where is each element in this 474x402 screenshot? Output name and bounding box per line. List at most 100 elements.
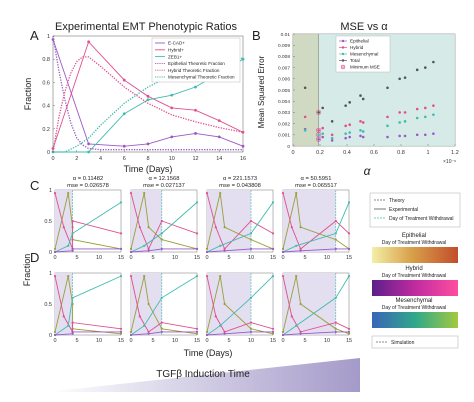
- panel-a-y-tick-label: 0.8: [42, 57, 50, 63]
- small-panel-point: [281, 333, 285, 337]
- small-panel-x-tick-label: 5: [303, 255, 306, 261]
- small-panel-point: [347, 275, 351, 278]
- small-panel-x-tick-label: 0: [281, 255, 284, 261]
- panel-b-point: [321, 132, 325, 135]
- colorbar-epithelial-subtitle: Day of Treatment Withdrawal: [382, 240, 446, 246]
- panel-a-point: [122, 112, 126, 116]
- panel-b-legend-entry: Mesenchymal: [350, 52, 378, 57]
- panel-b-point: [361, 130, 365, 133]
- small-panel-point: [71, 249, 74, 252]
- colorbar-epithelial-title: Epithelial: [402, 233, 426, 239]
- panel-a-legend-box: [151, 37, 241, 83]
- panel-b-point: [386, 124, 389, 128]
- panel-c-alpha-title: α = 12.1568: [149, 176, 180, 182]
- legend-experimental: Experimental: [389, 207, 418, 213]
- small-panel-point: [223, 332, 226, 335]
- small-panel-treatment-shade: [55, 190, 73, 252]
- small-panel-x-tick-label: 0: [205, 255, 208, 261]
- small-panel-x-tick-label: 5: [75, 255, 78, 261]
- small-panel-point: [281, 192, 285, 195]
- small-panel-treatment-shade: [283, 273, 336, 335]
- small-panel-point: [71, 332, 74, 335]
- small-panel-point: [147, 330, 150, 333]
- small-panel-x-tick-label: 0: [205, 338, 208, 344]
- small-panel-point: [143, 324, 146, 327]
- small-panel-point: [62, 315, 65, 318]
- panel-a-y-tick-label: 0.6: [42, 80, 50, 86]
- small-panel-point: [147, 332, 150, 335]
- small-panel-series-line: [130, 202, 198, 253]
- panel-b-point: [415, 116, 419, 120]
- panel-b-point: [403, 134, 407, 138]
- small-panel-point: [223, 302, 226, 306]
- panel-b-point: [432, 60, 435, 64]
- panel-b-x-ticks: 0 0.2 0.4 0.6 0.8 1 1.2: [291, 144, 459, 156]
- panel-b-legend-swatch-min: [340, 64, 346, 70]
- panel-b-shade-region-1: [293, 34, 319, 146]
- panel-a-legend-entry: Hybrid Theoretic Fraction: [168, 68, 220, 73]
- panel-c-mse-title: mse = 0.043808: [219, 183, 261, 189]
- small-panel-point: [334, 232, 337, 235]
- colorbar-mesenchymal-subtitle: Day of Treatment Withdrawal: [382, 305, 446, 311]
- legend-simulation: Simulation: [391, 340, 415, 346]
- panel-a-legend-entry: Hybrid+: [168, 48, 184, 53]
- small-panel-x-tick-label: 0: [129, 338, 132, 344]
- small-panel-d-1: 0 5 10 15 0 0.5 1: [44, 271, 124, 344]
- small-panel-x-tick-label: 5: [75, 338, 78, 344]
- panel-b-point: [432, 104, 435, 107]
- small-panel-point: [205, 333, 209, 337]
- panel-b-y-tick-label: 0.002: [278, 121, 290, 127]
- small-panel-point: [138, 315, 141, 318]
- small-panel-point: [223, 330, 226, 333]
- small-panel-point: [249, 321, 253, 324]
- panel-b-x-tick-label: 0.2: [316, 150, 324, 156]
- small-panel-x-tick-label: 10: [96, 338, 102, 344]
- small-panel-point: [219, 324, 222, 327]
- colorbar-mesenchymal: [372, 312, 458, 328]
- panel-a-point: [170, 135, 174, 139]
- small-panel-point: [281, 247, 285, 250]
- colorbar-hybrid-title: Hybrid: [405, 266, 422, 272]
- small-panel-point: [53, 275, 57, 278]
- small-panel-point: [281, 330, 285, 333]
- small-panel-point: [271, 275, 275, 278]
- panel-a-series-line-4: [52, 35, 243, 151]
- small-panel-point: [299, 302, 302, 306]
- panel-b-point: [403, 120, 407, 123]
- small-panel-treatment-shade: [131, 273, 162, 335]
- small-panel-x-tick-label: 5: [151, 255, 154, 261]
- panel-a-point: [87, 40, 91, 44]
- panel-b-point: [348, 123, 352, 127]
- panel-a-legend: E-CAD+ Hybrid+ZEB1+ Epithelial Theoretic F…: [151, 37, 241, 83]
- small-panel-point: [223, 247, 226, 250]
- panel-b-point: [344, 104, 347, 107]
- colorbar-mesenchymal-title: Mesenchymal: [395, 298, 432, 304]
- small-panel-x-tick-label: 10: [96, 255, 102, 261]
- small-panel-point: [53, 250, 57, 254]
- panel-b-point: [303, 86, 307, 90]
- panel-b-legend-entry: Hybrid: [350, 45, 364, 50]
- panel-b-point: [361, 135, 365, 139]
- panel-a-point: [241, 57, 245, 61]
- panel-b-point: [424, 66, 427, 69]
- small-panel-point: [119, 247, 123, 250]
- panel-a-x-ticks: 0 2 4 6 8 10 12 14 16: [51, 150, 246, 162]
- small-panel-point: [271, 327, 275, 330]
- panel-letter-b: B: [252, 28, 261, 43]
- small-panel-point: [205, 250, 209, 254]
- small-panel-point: [160, 219, 163, 223]
- small-panel-point: [249, 219, 253, 223]
- small-panel-point: [119, 232, 123, 235]
- panel-b-point: [398, 134, 401, 138]
- small-panel-point: [271, 330, 275, 333]
- small-panel-point: [281, 250, 285, 254]
- panel-a-series-line-5: [52, 56, 244, 153]
- small-panel-point: [219, 192, 222, 195]
- small-panel-series-line: [206, 331, 273, 336]
- panel-a-y-tick-label: 0.4: [42, 104, 50, 110]
- panel-b-point: [359, 120, 362, 123]
- small-panel-treatment-shade: [283, 190, 336, 252]
- small-panel-point: [129, 333, 133, 337]
- panel-b-point: [330, 120, 334, 123]
